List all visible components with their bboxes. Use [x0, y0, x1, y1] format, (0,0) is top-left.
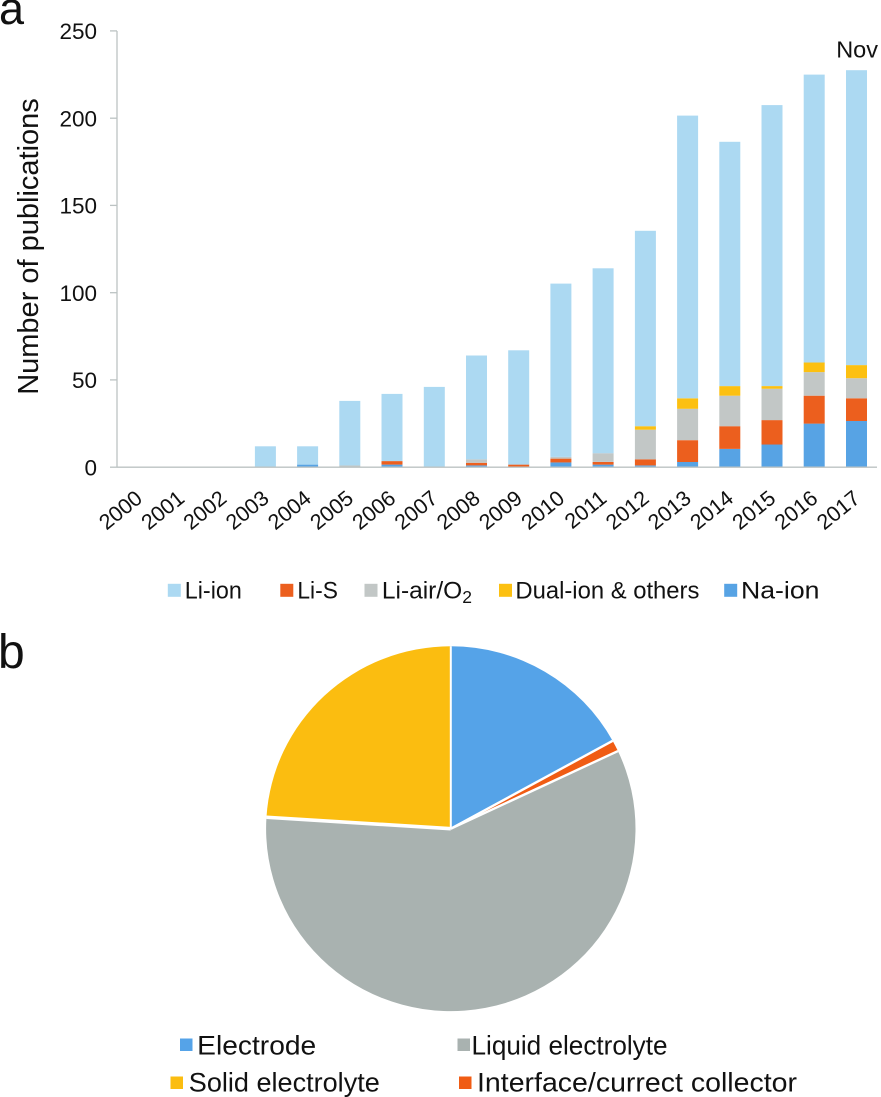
- svg-text:150: 150: [59, 194, 97, 219]
- svg-text:Interface/currect collector: Interface/currect collector: [477, 1067, 797, 1097]
- svg-text:200: 200: [59, 106, 97, 131]
- svg-text:Solid electrolyte: Solid electrolyte: [189, 1067, 380, 1097]
- svg-text:Li-S: Li-S: [297, 578, 338, 605]
- svg-text:Number of publications: Number of publications: [13, 98, 45, 395]
- svg-text:Na-ion: Na-ion: [741, 578, 820, 605]
- svg-text:Electrode: Electrode: [197, 1031, 316, 1061]
- svg-text:a: a: [0, 0, 25, 34]
- svg-text:Li-air/O2: Li-air/O2: [382, 578, 472, 608]
- svg-text:Dual-ion & others: Dual-ion & others: [515, 578, 699, 605]
- svg-text:0: 0: [84, 455, 97, 480]
- svg-text:100: 100: [59, 281, 97, 306]
- svg-text:250: 250: [59, 19, 97, 44]
- svg-text:Liquid electrolyte: Liquid electrolyte: [472, 1031, 668, 1061]
- svg-text:Nov: Nov: [836, 37, 878, 63]
- svg-text:50: 50: [72, 368, 97, 393]
- svg-text:Li-ion: Li-ion: [185, 578, 242, 605]
- svg-text:b: b: [0, 626, 25, 679]
